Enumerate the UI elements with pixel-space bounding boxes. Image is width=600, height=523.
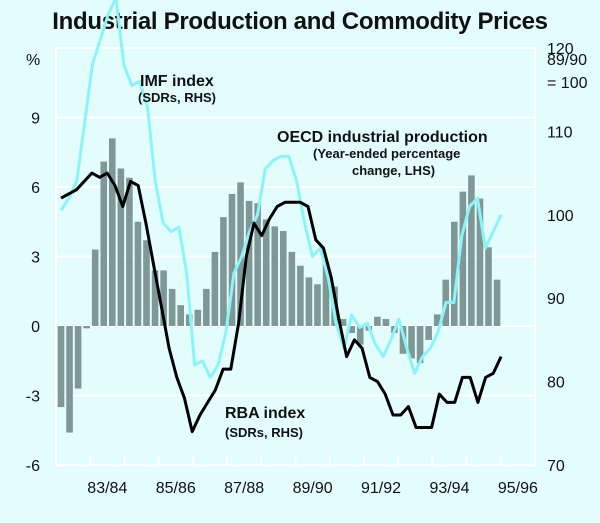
oecd-bar <box>83 326 90 329</box>
right-axis-unit-line1: 89/90 <box>547 52 587 69</box>
oecd-bar <box>339 319 347 326</box>
oecd-bar <box>109 138 116 326</box>
oecd-bar <box>100 161 108 326</box>
x-tick-label: 93/94 <box>429 480 469 497</box>
left-tick-label: -6 <box>26 458 40 475</box>
oecd-bar <box>280 231 287 326</box>
oecd-bar <box>374 316 381 326</box>
chart-title: Industrial Production and Commodity Pric… <box>52 8 548 35</box>
oecd-bar <box>314 284 321 326</box>
oecd-bar <box>476 198 484 326</box>
right-tick-label: 120 <box>547 41 574 58</box>
left-tick-label: 9 <box>31 111 40 128</box>
oecd-bar <box>160 270 167 326</box>
oecd-bar <box>66 326 73 433</box>
right-tick-label: 110 <box>547 124 573 141</box>
oecd-bar <box>493 279 501 326</box>
oecd-bar <box>211 251 219 326</box>
left-axis-unit: % <box>26 52 40 69</box>
imf-sublabel: (SDRs, RHS) <box>138 90 216 105</box>
oecd-bar <box>262 219 270 326</box>
oecd-bar <box>168 288 176 326</box>
oecd-bar <box>117 168 125 326</box>
right-tick-label: 100 <box>547 208 574 225</box>
rba-sublabel: (SDRs, RHS) <box>225 425 303 440</box>
oecd-label: OECD industrial production <box>277 129 488 146</box>
oecd-sublabel-1: (Year-ended percentage <box>313 146 460 161</box>
oecd-bar <box>451 221 458 326</box>
oecd-bar <box>134 221 142 326</box>
oecd-bars <box>57 138 501 433</box>
oecd-bar <box>425 326 432 340</box>
x-tick-label: 83/84 <box>87 480 127 497</box>
right-tick-label: 70 <box>547 458 565 475</box>
x-tick-label: 89/90 <box>293 480 333 497</box>
oecd-bar <box>194 309 202 326</box>
right-tick-label: 80 <box>547 375 565 392</box>
left-tick-label: 3 <box>31 250 40 267</box>
oecd-bar <box>348 326 355 333</box>
oecd-bar <box>74 326 82 389</box>
oecd-bar <box>91 249 99 326</box>
oecd-bar <box>143 240 150 326</box>
x-tick-label: 91/92 <box>361 480 401 497</box>
oecd-bar <box>271 226 279 326</box>
oecd-bar <box>126 177 133 326</box>
oecd-bar <box>57 326 65 408</box>
right-tick-label: 90 <box>547 291 565 308</box>
oecd-bar <box>151 270 159 326</box>
oecd-bar <box>228 193 236 326</box>
axes: -6 -3 0 3 6 9 70 80 90 100 110 120 83/84 85/86 87/88 89… <box>26 41 574 497</box>
oecd-sublabel-2: change, LHS) <box>352 163 435 178</box>
oecd-bar <box>356 326 364 345</box>
oecd-bar <box>416 326 424 364</box>
oecd-bar <box>245 200 253 326</box>
oecd-bar <box>288 251 296 326</box>
oecd-bar <box>485 247 492 326</box>
oecd-bar <box>408 326 415 359</box>
imf-index-line <box>59 0 503 379</box>
oecd-bar <box>177 305 184 326</box>
rba-index-line <box>60 171 503 434</box>
left-tick-label: 6 <box>31 180 40 197</box>
oecd-bar <box>237 182 244 326</box>
oecd-bar <box>382 319 390 326</box>
oecd-bar <box>322 263 330 326</box>
x-tick-label: 95/96 <box>498 480 538 497</box>
imf-label: IMF index <box>140 73 214 90</box>
left-tick-label: 0 <box>31 319 40 336</box>
oecd-bar <box>433 314 441 326</box>
right-axis-unit-line2: = 100 <box>547 75 588 92</box>
oecd-bar <box>305 277 313 326</box>
oecd-bar <box>459 191 467 326</box>
x-tick-label: 87/88 <box>224 480 264 497</box>
left-tick-label: -3 <box>26 389 40 406</box>
lines <box>59 0 503 434</box>
oecd-bar <box>220 217 227 326</box>
oecd-bar <box>203 288 210 326</box>
oecd-bar <box>254 203 261 326</box>
oecd-bar <box>468 175 475 326</box>
x-tick-label: 85/86 <box>156 480 196 497</box>
oecd-bar <box>297 265 304 326</box>
rba-label: RBA index <box>225 405 305 422</box>
